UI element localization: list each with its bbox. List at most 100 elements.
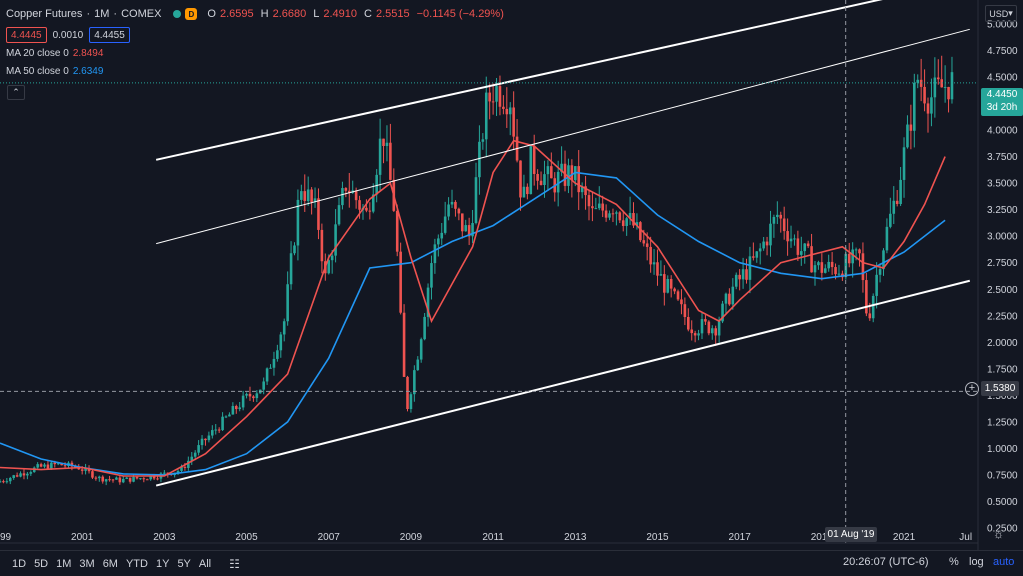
sell-button[interactable]: 4.4445 [6, 27, 47, 43]
x-tick-label: 2005 [235, 532, 258, 543]
candle-body [423, 316, 426, 340]
candle-body [454, 201, 457, 209]
candle-body [738, 274, 741, 280]
candle-body [882, 250, 885, 270]
candle-body [830, 261, 834, 268]
candle-body [734, 274, 738, 287]
candle-body [878, 269, 882, 275]
y-tick-label: 0.7500 [987, 470, 1018, 481]
candle-body [550, 166, 553, 179]
y-tick-label: 2.7500 [987, 258, 1018, 269]
candle-body [690, 329, 694, 334]
candle-body [717, 321, 721, 336]
percent-toggle[interactable]: % [949, 556, 959, 568]
candle-body [354, 190, 358, 201]
y-tick-label: 1.2500 [987, 417, 1018, 428]
candle-body [60, 463, 63, 466]
candle-body [621, 220, 625, 226]
candle-body [409, 394, 413, 410]
y-tick-label: 0.5000 [987, 497, 1018, 508]
candle-body [556, 171, 560, 193]
date-range-calendar-icon[interactable]: ☷ [229, 556, 240, 571]
candle-body [498, 86, 502, 107]
timeframe-ytd[interactable]: YTD [125, 557, 148, 570]
candle-body [529, 146, 533, 195]
candle-body [447, 204, 450, 217]
candle-body [365, 207, 368, 211]
candle-body [231, 406, 235, 415]
candle-body [313, 198, 317, 202]
candle-body [426, 287, 430, 317]
candle-body [584, 186, 587, 196]
close-label: C [364, 8, 372, 20]
candle-body [639, 222, 642, 241]
open-label: O [207, 8, 216, 20]
candle-body [923, 86, 926, 104]
timeframe-1y[interactable]: 1Y [155, 557, 170, 570]
candle-body [443, 216, 447, 233]
candle-body [676, 291, 680, 300]
timeframe-5y[interactable]: 5Y [177, 557, 191, 570]
candle-body [125, 477, 129, 479]
symbol-name[interactable]: Copper Futures [6, 8, 83, 20]
candle-body [142, 478, 146, 480]
candle-body [320, 229, 324, 262]
y-tick-label: 3.0000 [987, 232, 1018, 243]
candle-body [440, 232, 444, 239]
candle-body [632, 213, 635, 226]
candle-body [693, 333, 697, 336]
candle-body [854, 249, 858, 251]
candle-body [762, 241, 765, 249]
candle-body [885, 226, 889, 251]
candle-body [2, 481, 5, 483]
candle-body [546, 166, 550, 175]
candle-body [279, 334, 283, 351]
y-tick-label: 2.0000 [987, 338, 1018, 349]
add-alert-plus-icon[interactable]: + [965, 382, 979, 396]
candle-body [433, 244, 437, 264]
ma50-legend[interactable]: MA 50 close 0 2.6349 [6, 66, 103, 77]
candle-body [224, 416, 228, 418]
candle-body [810, 246, 813, 273]
candle-body [272, 358, 276, 368]
timeframe-1m[interactable]: 1M [56, 557, 72, 570]
price-chart[interactable]: 0.2500 0.5000 0.7500 1.0000 1.2500 1.5000 1.75… [0, 0, 1023, 550]
candle-body [430, 263, 433, 288]
settings-gear-icon[interactable]: ☼ [993, 527, 1004, 541]
interval-label[interactable]: 1M [94, 8, 110, 20]
candles [0, 55, 954, 486]
timeframe-all[interactable]: All [198, 557, 212, 570]
delayed-badge: D [185, 8, 198, 20]
candle-body [512, 107, 515, 137]
ma20-legend[interactable]: MA 20 close 0 2.8494 [6, 48, 103, 59]
candle-body [306, 189, 310, 202]
candle-body [327, 260, 331, 274]
candle-body [265, 368, 269, 382]
low-value: 2.4910 [323, 8, 358, 20]
candle-body [204, 438, 207, 441]
candle-body [187, 460, 190, 468]
overlays [0, 0, 978, 543]
candle-body [731, 286, 735, 305]
clock[interactable]: 20:26:07 (UTC-6) [843, 556, 929, 568]
timeframe-6m[interactable]: 6M [102, 557, 118, 570]
ma20-label: MA 20 close 0 [6, 48, 69, 59]
timeframe-1d[interactable]: 1D [12, 557, 27, 570]
candle-body [406, 376, 409, 410]
candle-body [300, 191, 303, 200]
candle-body [820, 262, 824, 273]
candle-body [652, 262, 656, 265]
auto-toggle[interactable]: auto [993, 556, 1015, 568]
candle-body [245, 393, 248, 396]
buy-button[interactable]: 4.4455 [89, 27, 130, 43]
trade-buttons: 4.4445 0.0010 4.4455 [6, 27, 130, 43]
currency-button[interactable]: USD ▾ [985, 5, 1017, 22]
x-tick-label: 2001 [71, 532, 94, 543]
timeframe-5d[interactable]: 5D [34, 557, 49, 570]
collapse-legend-chevron-up-icon[interactable]: ⌃ [7, 85, 25, 100]
candle-body [375, 174, 378, 195]
candle-body [789, 238, 793, 242]
candle-body [889, 213, 892, 227]
timeframe-3m[interactable]: 3M [79, 557, 95, 570]
log-toggle[interactable]: log [969, 556, 984, 568]
